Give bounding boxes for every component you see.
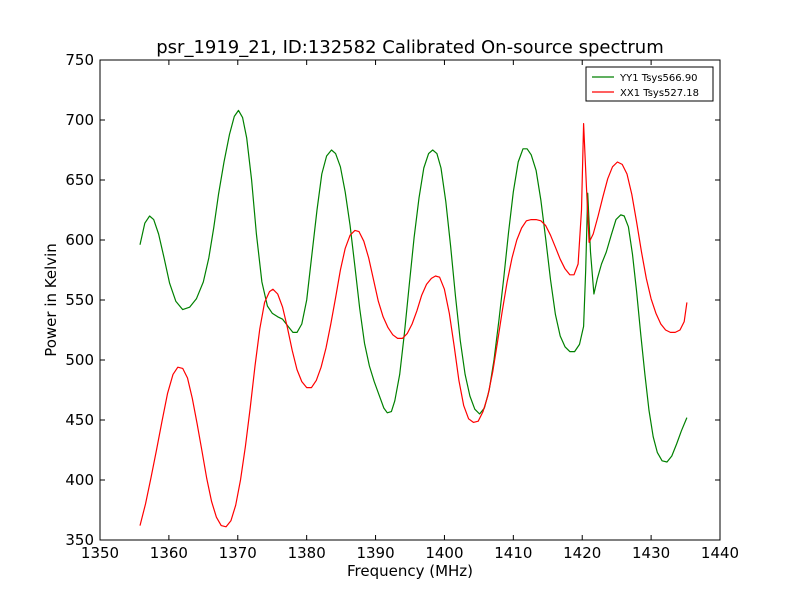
x-tick-label: 1410: [494, 544, 532, 562]
x-tick-label: 1430: [632, 544, 670, 562]
y-tick-label: 450: [65, 411, 94, 429]
tick-layer: 1350 1360 1370 1380 1390 1400 1410 1420 1430 1440…: [65, 51, 739, 562]
legend-label: XX1 Tsys527.18: [620, 88, 699, 99]
x-tick-label: 1350: [81, 544, 119, 562]
x-axis-label: Frequency (MHz): [347, 562, 473, 580]
plot-frame: [99, 59, 721, 541]
y-tick-label: 400: [65, 471, 94, 489]
legend: YY1 Tsys566.90 XX1 Tsys527.18: [585, 66, 714, 102]
plot-area: [100, 60, 720, 540]
x-tick-label: 1390: [356, 544, 394, 562]
y-tick-label: 500: [65, 351, 94, 369]
y-tick-label: 550: [65, 291, 94, 309]
series-layer: [139, 109, 688, 528]
legend-box: [585, 66, 714, 102]
y-tick-label: 700: [65, 111, 94, 129]
series-line-yy1: [139, 109, 688, 463]
y-tick-label: 350: [65, 531, 94, 549]
x-tick-label: 1370: [219, 544, 257, 562]
x-tick-label: 1380: [288, 544, 326, 562]
y-axis-label: Power in Kelvin: [42, 243, 60, 357]
y-tick-label: 600: [65, 231, 94, 249]
legend-label: YY1 Tsys566.90: [619, 73, 698, 84]
chart-title: psr_1919_21, ID:132582 Calibrated On-sou…: [156, 37, 664, 58]
y-tick-label: 750: [65, 51, 94, 69]
x-tick-label: 1420: [563, 544, 601, 562]
x-tick-label: 1360: [150, 544, 188, 562]
x-tick-label: 1440: [701, 544, 739, 562]
x-tick-label: 1400: [425, 544, 463, 562]
series-line-xx1: [139, 123, 688, 528]
y-tick-label: 650: [65, 171, 94, 189]
